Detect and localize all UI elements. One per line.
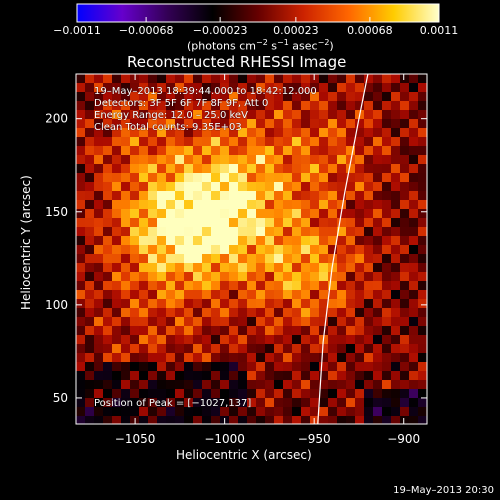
colorbar-tick-label: 0.00068 xyxy=(347,24,393,37)
x-tick-label: −1050 xyxy=(115,432,156,446)
time-range-text: 19–May–2013 18:39:44.000 to 18:42:12.000 xyxy=(94,86,317,97)
solar-limb-curve xyxy=(317,74,369,424)
colorbar-unit-label: (photons cm−2 s−1 asec−2) xyxy=(187,38,334,53)
y-tick-label: 100 xyxy=(45,298,68,312)
colorbar-tick-label: −0.00068 xyxy=(118,24,174,37)
chart-title: Reconstructed RHESSI Image xyxy=(127,53,347,71)
y-tick-label: 50 xyxy=(53,391,68,405)
colorbar-tick-label: −0.00023 xyxy=(192,24,248,37)
plot-frame xyxy=(75,73,428,425)
x-axis-label: Heliocentric X (arcsec) xyxy=(176,448,312,462)
heatmap-image xyxy=(76,74,427,424)
clean-counts-text: Clean Total counts: 9.35E+03 xyxy=(94,122,242,133)
x-tick-label: −950 xyxy=(298,432,331,446)
x-tick-label: −900 xyxy=(387,432,420,446)
axis-ticks: −1050 −1000 −950 −900 50 100 150 200 xyxy=(45,74,427,446)
detectors-text: Detectors: 3F 5F 6F 7F 8F 9F, Att 0 xyxy=(94,98,269,109)
colorbar-tick-label: 0.00023 xyxy=(273,24,319,37)
footer-timestamp: 19–May–2013 20:30 xyxy=(393,485,494,496)
colorbar xyxy=(76,3,440,23)
y-axis-label: Heliocentric Y (arcsec) xyxy=(19,175,33,310)
colorbar-tick-label: −0.0011 xyxy=(53,24,101,37)
x-tick-label: −1000 xyxy=(204,432,245,446)
colorbar-tick-label: 0.0011 xyxy=(419,24,459,37)
y-tick-label: 150 xyxy=(45,205,68,219)
y-tick-label: 200 xyxy=(45,112,68,126)
peak-position-text: Position of Peak = [−1027,137] xyxy=(94,398,252,409)
energy-range-text: Energy Range: 12.0 – 25.0 keV xyxy=(94,110,248,121)
colorbar-ticks xyxy=(76,17,440,22)
